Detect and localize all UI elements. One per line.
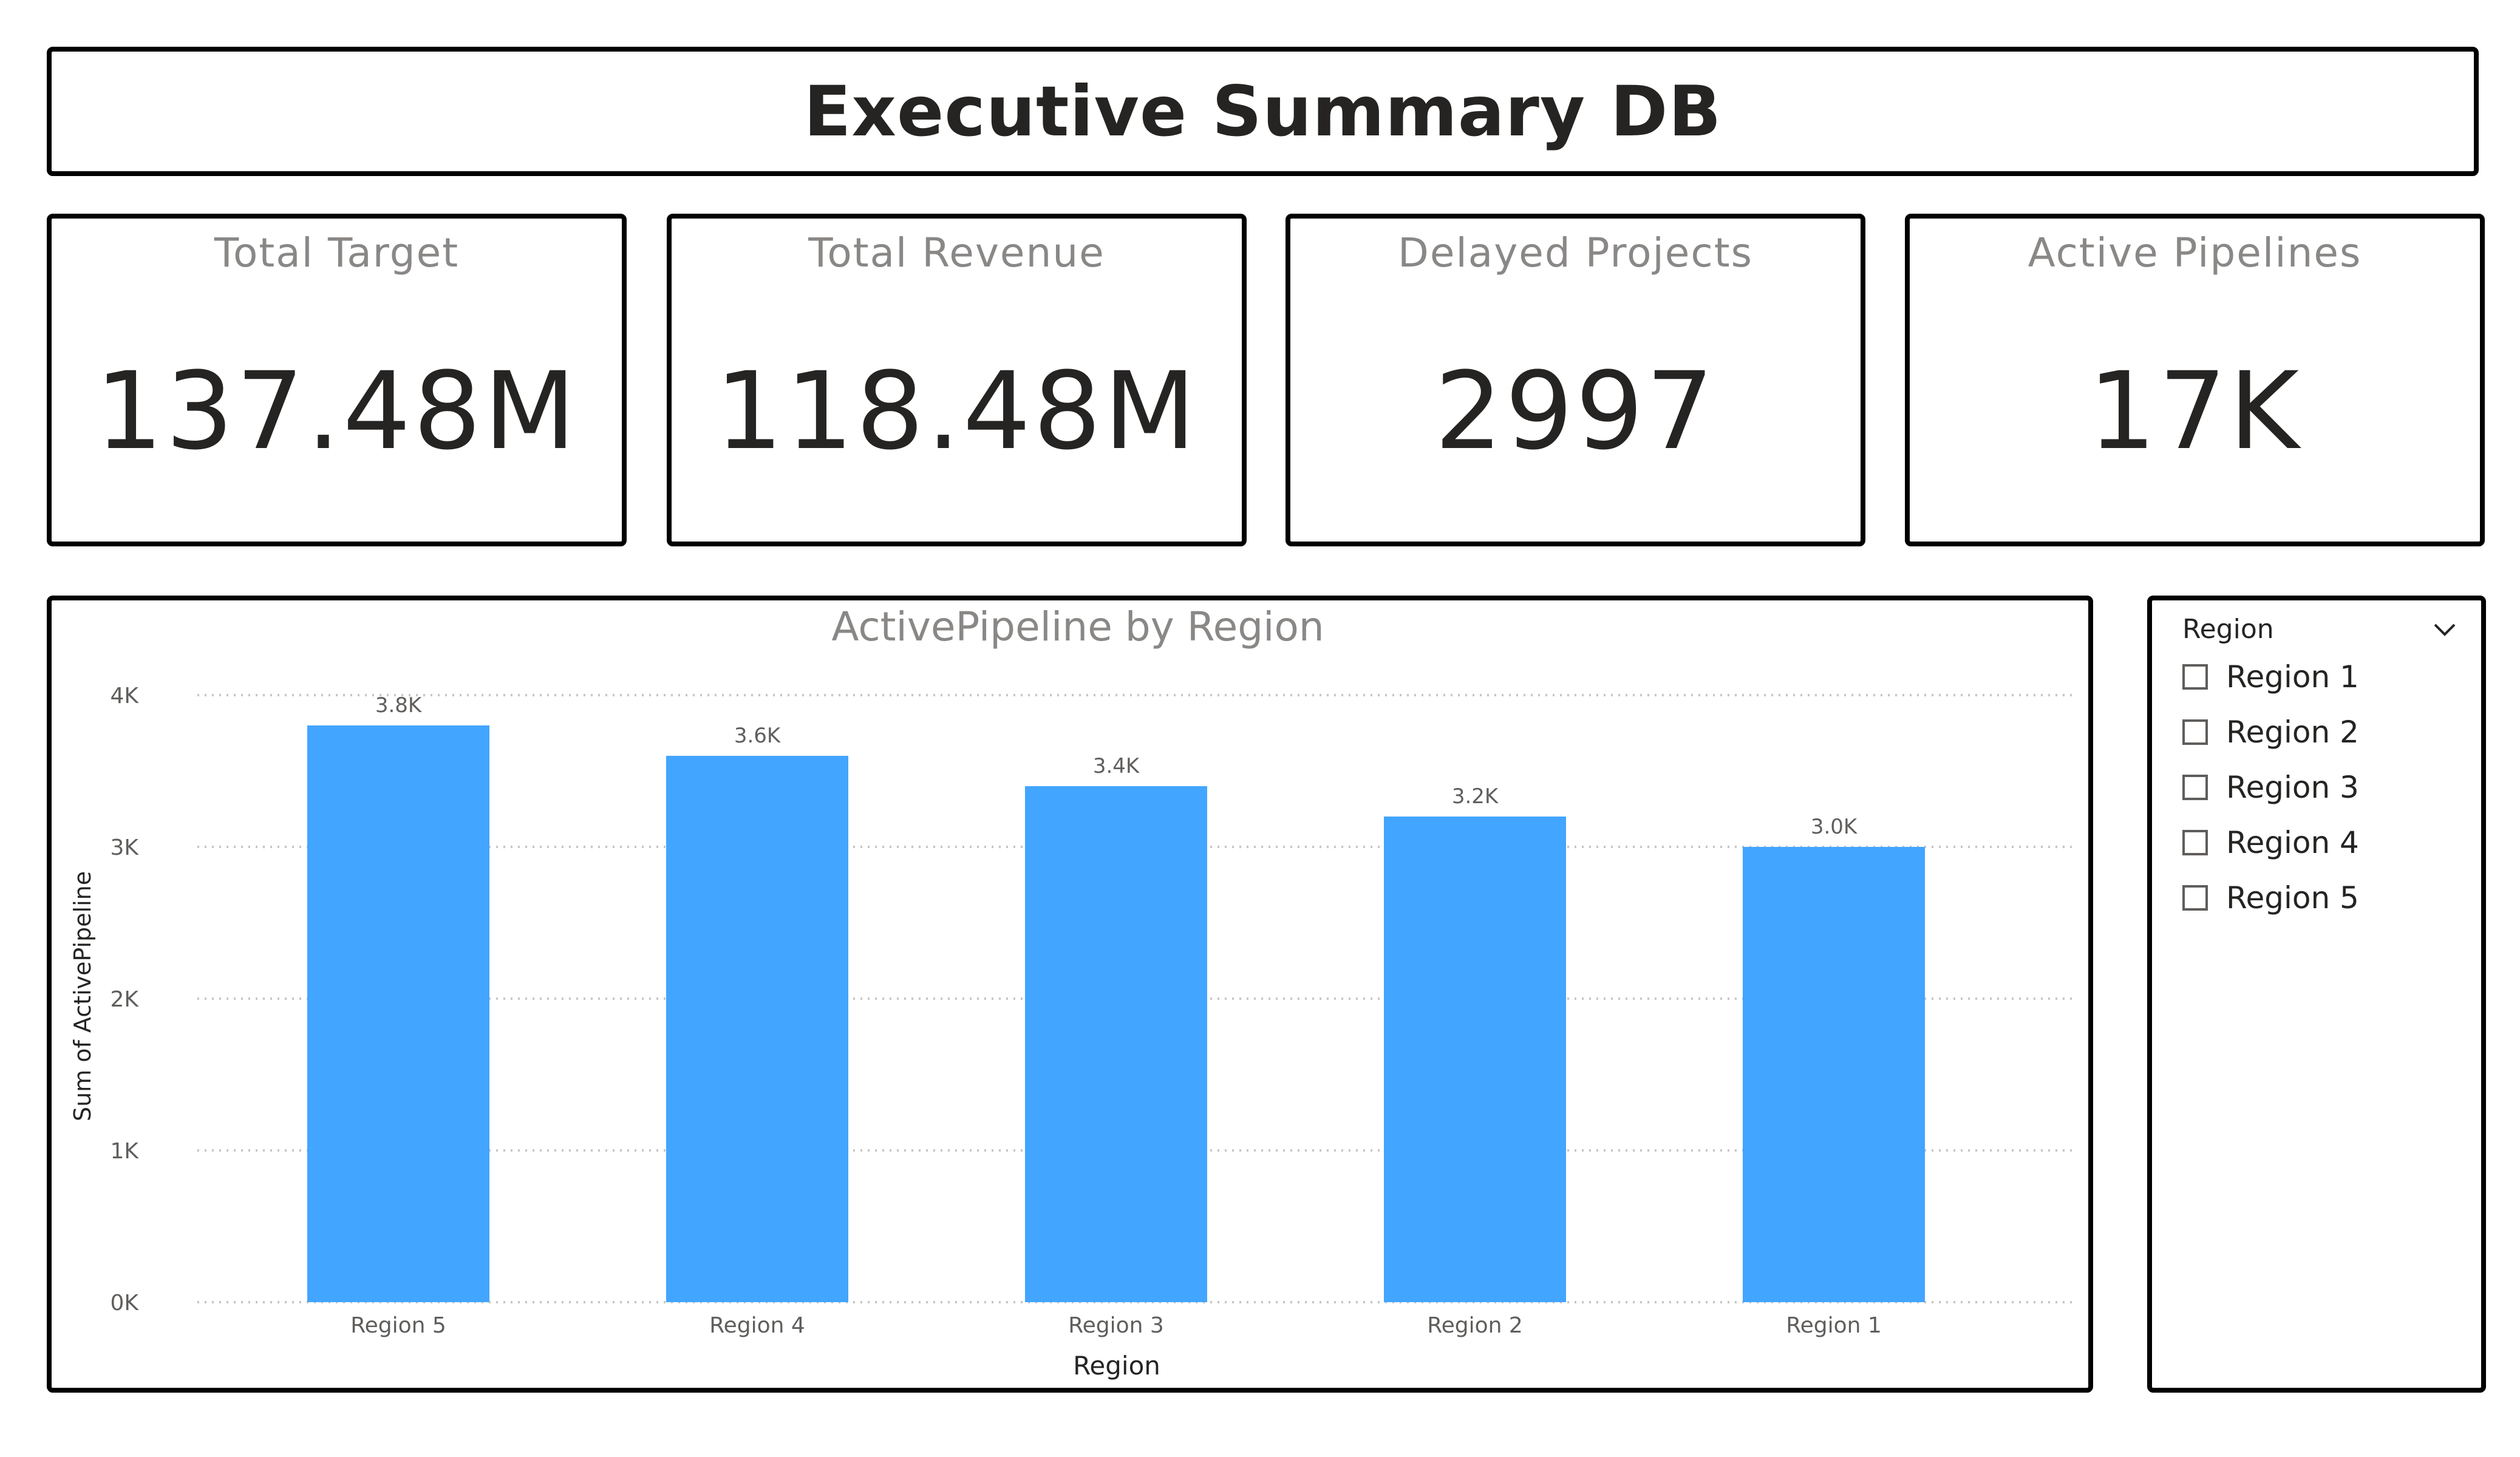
kpi-value: 2997	[1434, 349, 1717, 474]
checkbox[interactable]	[2182, 885, 2208, 911]
bar	[666, 756, 848, 1302]
bar	[1025, 786, 1207, 1302]
kpi-card-total-revenue[interactable]: Total Revenue 118.48M	[667, 214, 1247, 546]
data-label: 3.8K	[375, 693, 423, 718]
slicer-item-label: Region 4	[2226, 825, 2359, 860]
y-axis-title: Sum of ActivePipeline	[69, 871, 96, 1121]
x-tick-label: Region 2	[1427, 1313, 1523, 1338]
bar	[1384, 817, 1566, 1302]
slicer-item-label: Region 5	[2226, 880, 2359, 915]
slicer-item-label: Region 1	[2226, 659, 2359, 695]
data-label: 3.2K	[1452, 784, 1499, 809]
slicer-item-region-2[interactable]: Region 2	[2182, 711, 2359, 753]
bar-chart: ActivePipeline by Region 0K 1K 2K 3K 4K 3.8K…	[69, 603, 2077, 1381]
y-tick-label: 4K	[110, 684, 139, 708]
kpi-value: 17K	[2088, 349, 2302, 474]
kpi-card-delayed-projects[interactable]: Delayed Projects 2997	[1286, 214, 1865, 546]
checkbox[interactable]	[2182, 830, 2208, 855]
slicer-title: Region	[2182, 614, 2274, 645]
kpi-label: Active Pipelines	[2028, 229, 2362, 276]
data-label: 3.6K	[734, 724, 782, 748]
kpi-label: Delayed Projects	[1398, 229, 1753, 276]
x-tick-label: Region 4	[709, 1313, 805, 1338]
slicer-item-label: Region 2	[2226, 715, 2359, 750]
y-tick-label: 1K	[110, 1139, 139, 1164]
slicer-item-label: Region 3	[2226, 770, 2359, 805]
data-labels: 3.8K 3.6K 3.4K 3.2K 3.0K	[375, 693, 1858, 839]
bar-chart-card[interactable]: ActivePipeline by Region 0K 1K 2K 3K 4K 3.8K…	[47, 596, 2093, 1393]
y-tick-label: 0K	[110, 1291, 139, 1316]
data-label: 3.0K	[1811, 815, 1858, 839]
slicer-item-region-4[interactable]: Region 4	[2182, 821, 2359, 864]
title-card: Executive Summary DB	[47, 47, 2479, 176]
kpi-value: 137.48M	[95, 349, 579, 474]
slicer-item-region-3[interactable]: Region 3	[2182, 766, 2359, 809]
checkbox[interactable]	[2182, 664, 2208, 690]
kpi-card-total-target[interactable]: Total Target 137.48M	[47, 214, 627, 546]
y-axis-ticks: 0K 1K 2K 3K 4K	[110, 684, 139, 1316]
chart-title: ActivePipeline by Region	[831, 603, 1324, 650]
x-axis-title: Region	[1073, 1351, 1160, 1381]
slicer-item-region-5[interactable]: Region 5	[2182, 877, 2359, 919]
x-axis-ticks: Region 5 Region 4 Region 3 Region 2 Region 1	[350, 1313, 1882, 1338]
slicer-item-region-1[interactable]: Region 1	[2182, 656, 2359, 698]
checkbox[interactable]	[2182, 775, 2208, 800]
region-slicer[interactable]: Region Region 1 Region 2 Region 3 Region…	[2147, 596, 2486, 1393]
kpi-card-active-pipelines[interactable]: Active Pipelines 17K	[1905, 214, 2485, 546]
kpi-label: Total Target	[214, 229, 460, 276]
x-tick-label: Region 1	[1786, 1313, 1882, 1338]
bar	[1743, 847, 1925, 1302]
dashboard-title: Executive Summary DB	[803, 71, 1722, 152]
data-label: 3.4K	[1093, 754, 1140, 778]
checkbox[interactable]	[2182, 719, 2208, 745]
bars	[307, 725, 1925, 1302]
bar	[307, 725, 489, 1302]
x-tick-label: Region 3	[1068, 1313, 1164, 1338]
kpi-value: 118.48M	[715, 349, 1199, 474]
x-tick-label: Region 5	[350, 1313, 446, 1338]
chevron-down-icon[interactable]	[2433, 617, 2457, 642]
y-tick-label: 2K	[110, 987, 139, 1012]
kpi-label: Total Revenue	[808, 229, 1105, 276]
y-tick-label: 3K	[110, 835, 139, 860]
